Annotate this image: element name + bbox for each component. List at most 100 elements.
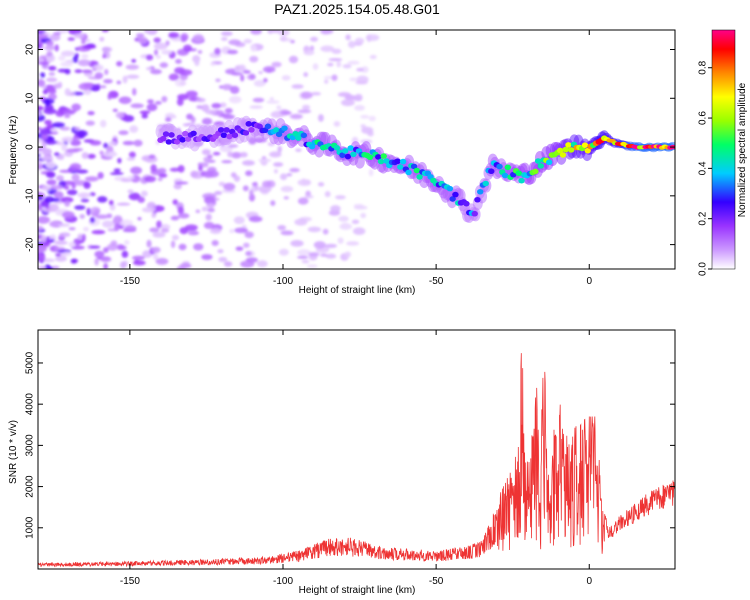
heatmap-noise-blob (190, 170, 198, 178)
heatmap-noise-blob (324, 243, 338, 248)
heatmap-noise-blob (202, 170, 214, 179)
heatmap-noise-blob (43, 139, 58, 145)
heatmap-noise-blob (72, 137, 77, 143)
heatmap-noise-blob (271, 61, 282, 68)
heatmap-noise-blob (83, 226, 89, 232)
heatmap-noise-blob (291, 84, 304, 89)
heatmap-ridge-cell (380, 153, 387, 159)
heatmap-noise-blob (41, 155, 54, 161)
colorbar-tick-label: 0.6 (698, 111, 709, 125)
heatmap-noise-blob (224, 108, 233, 114)
colorbar-tick-label: 0.8 (698, 60, 709, 74)
heatmap-noise-blob (263, 78, 268, 83)
heatmap-noise-blob (201, 206, 208, 212)
heatmap-noise-blob (177, 213, 190, 219)
heatmap-noise-blob (324, 191, 331, 198)
heatmap-noise-blob (297, 197, 309, 205)
heatmap-ridge-cell (463, 200, 470, 207)
heatmap-noise-blob (128, 192, 141, 201)
heatmap-noise-blob (280, 110, 292, 116)
heatmap-noise-blob (60, 61, 73, 67)
heatmap-noise-blob (249, 105, 263, 109)
heatmap-noise-blob (211, 102, 222, 109)
heatmap-noise-blob (161, 95, 168, 103)
heatmap-noise-blob (121, 250, 129, 258)
heatmap-noise-blob (82, 44, 97, 49)
heatmap-noise-blob (81, 53, 89, 59)
heatmap-noise-blob (63, 109, 77, 114)
heatmap-noise-blob (122, 75, 128, 84)
heatmap-noise-blob (351, 219, 360, 225)
heatmap-y-tick-label: -10 (25, 188, 36, 203)
heatmap-x-label: Height of straight line (km) (299, 285, 416, 296)
heatmap-noise-blob (60, 232, 71, 238)
heatmap-noise-blob (289, 167, 300, 173)
heatmap-noise-blob (81, 233, 86, 242)
heatmap-ridge-cell (256, 123, 263, 130)
heatmap-noise-blob (325, 253, 337, 259)
heatmap-noise-blob (49, 34, 61, 42)
heatmap-noise-blob (201, 117, 213, 126)
heatmap-x-tick-label: -150 (120, 276, 140, 287)
heatmap-noise-blob (50, 128, 58, 132)
heatmap-noise-blob (45, 171, 56, 178)
heatmap-noise-blob (356, 67, 364, 72)
heatmap-noise-blob (340, 99, 355, 107)
heatmap-noise-blob (59, 169, 73, 173)
heatmap-noise-blob (219, 102, 227, 108)
heatmap-noise-blob (38, 79, 46, 87)
heatmap-noise-blob (338, 215, 349, 222)
heatmap-noise-blob (239, 64, 246, 72)
snr-y-tick-label: 1000 (25, 516, 36, 539)
heatmap-noise-blob (214, 47, 221, 55)
heatmap-ridge-cell (375, 154, 382, 160)
heatmap-noise-blob (156, 220, 162, 229)
heatmap-noise-blob (322, 30, 334, 35)
heatmap-noise-blob (153, 49, 159, 56)
heatmap-noise-blob (280, 230, 294, 236)
heatmap-noise-blob (205, 213, 212, 221)
heatmap-noise-blob (155, 54, 161, 60)
heatmap-noise-blob (49, 221, 61, 227)
heatmap-noise-blob (360, 212, 367, 219)
colorbar-tick-label: 0.4 (698, 161, 709, 175)
heatmap-noise-blob (47, 89, 57, 94)
heatmap-noise-blob (221, 83, 233, 91)
heatmap-noise-blob (139, 110, 151, 115)
heatmap-noise-blob (266, 100, 280, 104)
heatmap-noise-blob (68, 227, 76, 231)
heatmap-noise-blob (58, 55, 66, 61)
heatmap-noise-blob (185, 90, 198, 98)
heatmap-noise-blob (285, 37, 292, 42)
heatmap-noise-blob (177, 165, 185, 173)
heatmap-noise-blob (118, 96, 132, 105)
heatmap-noise-blob (99, 119, 107, 128)
heatmap-noise-blob (250, 45, 257, 52)
heatmap-ridge-cell (339, 152, 346, 158)
heatmap-noise-blob (309, 45, 315, 51)
heatmap-noise-blob (113, 215, 123, 224)
heatmap-ridge-cell (248, 127, 255, 133)
heatmap-noise-blob (81, 69, 93, 74)
heatmap-noise-blob (273, 162, 284, 167)
heatmap-y-tick-label: 20 (25, 44, 36, 56)
heatmap-noise-blob (107, 93, 112, 100)
heatmap-noise-blob (80, 198, 90, 203)
heatmap-noise-blob (248, 216, 263, 223)
heatmap-noise-blob (49, 238, 55, 243)
heatmap-noise-blob (146, 103, 158, 112)
heatmap-noise-blob (46, 124, 54, 130)
heatmap-noise-blob (180, 33, 189, 41)
heatmap-noise-blob (46, 50, 53, 57)
heatmap-noise-blob (317, 182, 325, 187)
heatmap-noise-blob (205, 109, 217, 115)
heatmap-noise-blob (64, 185, 70, 190)
heatmap-noise-blob (278, 30, 290, 36)
heatmap-noise-blob (201, 148, 211, 156)
heatmap-noise-blob (126, 74, 140, 79)
heatmap-noise-blob (56, 141, 64, 146)
heatmap-noise-blob (270, 200, 276, 206)
heatmap-noise-blob (38, 57, 45, 63)
heatmap-ridge-cell (534, 158, 542, 164)
